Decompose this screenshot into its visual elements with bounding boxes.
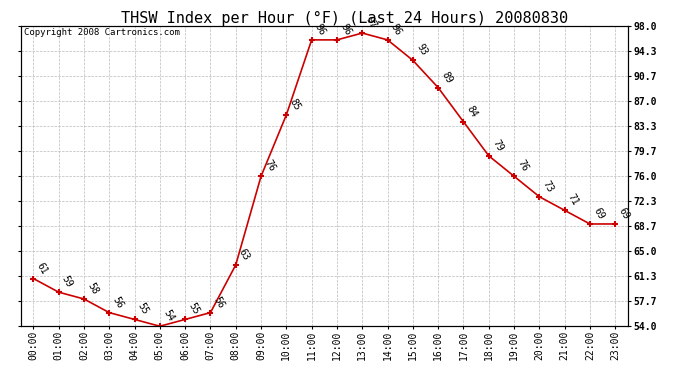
Text: 73: 73	[541, 179, 555, 194]
Text: 55: 55	[136, 302, 150, 316]
Text: 63: 63	[237, 247, 252, 262]
Text: 71: 71	[566, 192, 580, 208]
Text: 54: 54	[161, 308, 176, 324]
Text: 76: 76	[262, 158, 277, 174]
Text: 56: 56	[110, 295, 125, 310]
Text: 69: 69	[617, 206, 631, 221]
Text: 79: 79	[490, 138, 504, 153]
Text: 76: 76	[515, 158, 530, 174]
Text: 56: 56	[212, 295, 226, 310]
Text: 93: 93	[414, 42, 428, 58]
Text: 89: 89	[440, 70, 454, 85]
Text: 84: 84	[465, 104, 480, 119]
Text: 58: 58	[86, 281, 100, 296]
Text: 59: 59	[60, 274, 75, 290]
Text: 96: 96	[313, 22, 328, 37]
Text: 61: 61	[34, 261, 49, 276]
Text: 55: 55	[186, 302, 201, 316]
Text: 85: 85	[288, 97, 302, 112]
Text: 96: 96	[338, 22, 353, 37]
Text: 96: 96	[389, 22, 404, 37]
Text: 97: 97	[364, 15, 378, 30]
Text: 69: 69	[591, 206, 606, 221]
Text: THSW Index per Hour (°F) (Last 24 Hours) 20080830: THSW Index per Hour (°F) (Last 24 Hours)…	[121, 11, 569, 26]
Text: Copyright 2008 Cartronics.com: Copyright 2008 Cartronics.com	[23, 28, 179, 37]
